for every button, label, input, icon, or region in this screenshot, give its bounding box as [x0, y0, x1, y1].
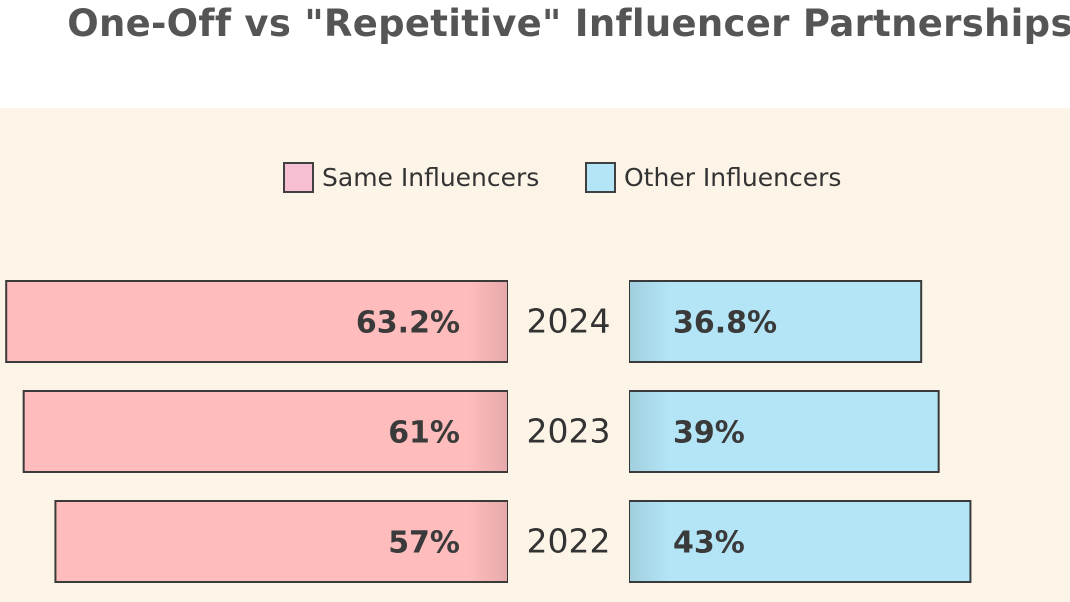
value-label-same-2023: 61%	[388, 416, 460, 451]
bar-same-2024	[5, 280, 510, 363]
year-label-2023: 2023	[527, 412, 611, 451]
legend-swatch-same	[283, 161, 314, 193]
bar-shade-other-2023	[629, 392, 669, 471]
bar-shade-same-2023	[468, 392, 508, 471]
bar-shade-other-2024	[629, 282, 669, 361]
center-band-2023	[508, 389, 629, 474]
bar-shade-same-2022	[468, 502, 508, 581]
value-label-other-2022: 43%	[673, 526, 745, 561]
legend-item-same: Same Influencers	[283, 159, 539, 195]
bar-other-2023	[628, 390, 940, 473]
center-band-2022	[508, 499, 629, 584]
bar-other-2024	[628, 280, 923, 363]
year-label-2024: 2024	[527, 302, 611, 341]
value-label-other-2023: 39%	[673, 416, 745, 451]
value-label-other-2024: 36.8%	[673, 306, 777, 341]
bar-shade-same-2024	[468, 282, 508, 361]
legend-label-same: Same Influencers	[322, 162, 540, 192]
legend-item-other: Other Influencers	[585, 159, 841, 195]
year-label-2022: 2022	[527, 522, 611, 561]
bar-other-2022	[628, 500, 972, 583]
center-band-2024	[508, 279, 629, 364]
bar-same-2023	[22, 390, 509, 473]
legend-swatch-other	[585, 161, 616, 193]
value-label-same-2024: 63.2%	[356, 306, 460, 341]
value-label-same-2022: 57%	[388, 526, 460, 561]
bar-shade-other-2022	[629, 502, 669, 581]
legend-label-other: Other Influencers	[624, 162, 842, 192]
chart-title: One-Off vs "Repetitive" Influencer Partn…	[67, 2, 1070, 45]
